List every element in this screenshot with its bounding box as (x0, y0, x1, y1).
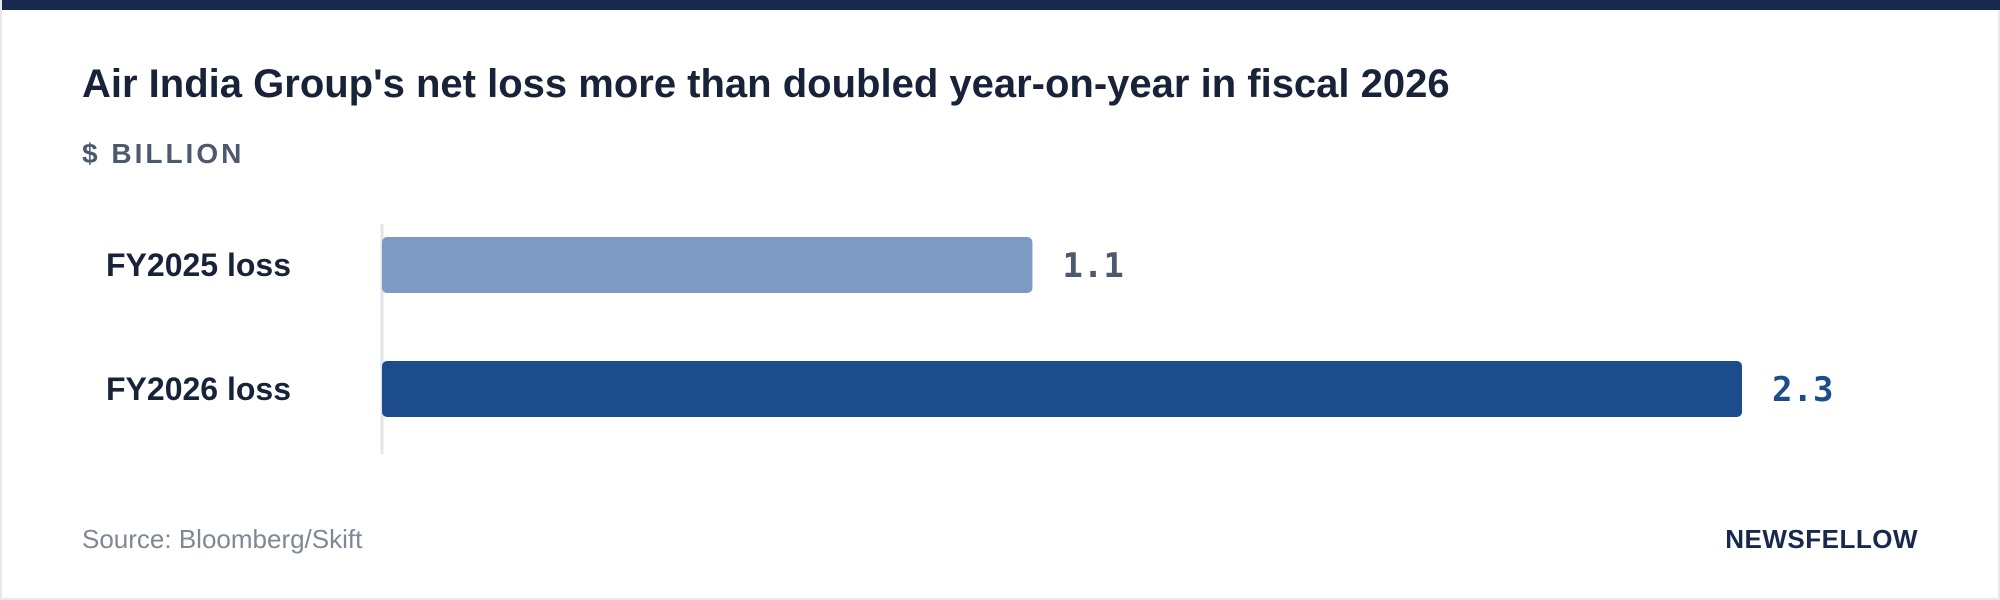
bars-layer: FY2025 loss 1.1 FY2026 loss 2.3 (106, 237, 1833, 417)
bar-fy2026-loss (382, 361, 1742, 417)
bar-fy2025-loss (382, 237, 1033, 293)
category-label-fy2025-loss: FY2025 loss (106, 247, 291, 283)
brand-logo: NEWSFELLOW (1725, 524, 1918, 554)
top-accent-bar (2, 0, 2000, 10)
chart-title: Air India Group's net loss more than dou… (82, 62, 1450, 106)
unit-label: $ BILLION (82, 138, 245, 169)
value-label-fy2025-loss: 1.1 (1062, 246, 1123, 286)
category-label-fy2026-loss: FY2026 loss (106, 371, 291, 407)
value-label-fy2026-loss: 2.3 (1772, 370, 1833, 410)
source-note: Source: Bloomberg/Skift (82, 524, 363, 554)
